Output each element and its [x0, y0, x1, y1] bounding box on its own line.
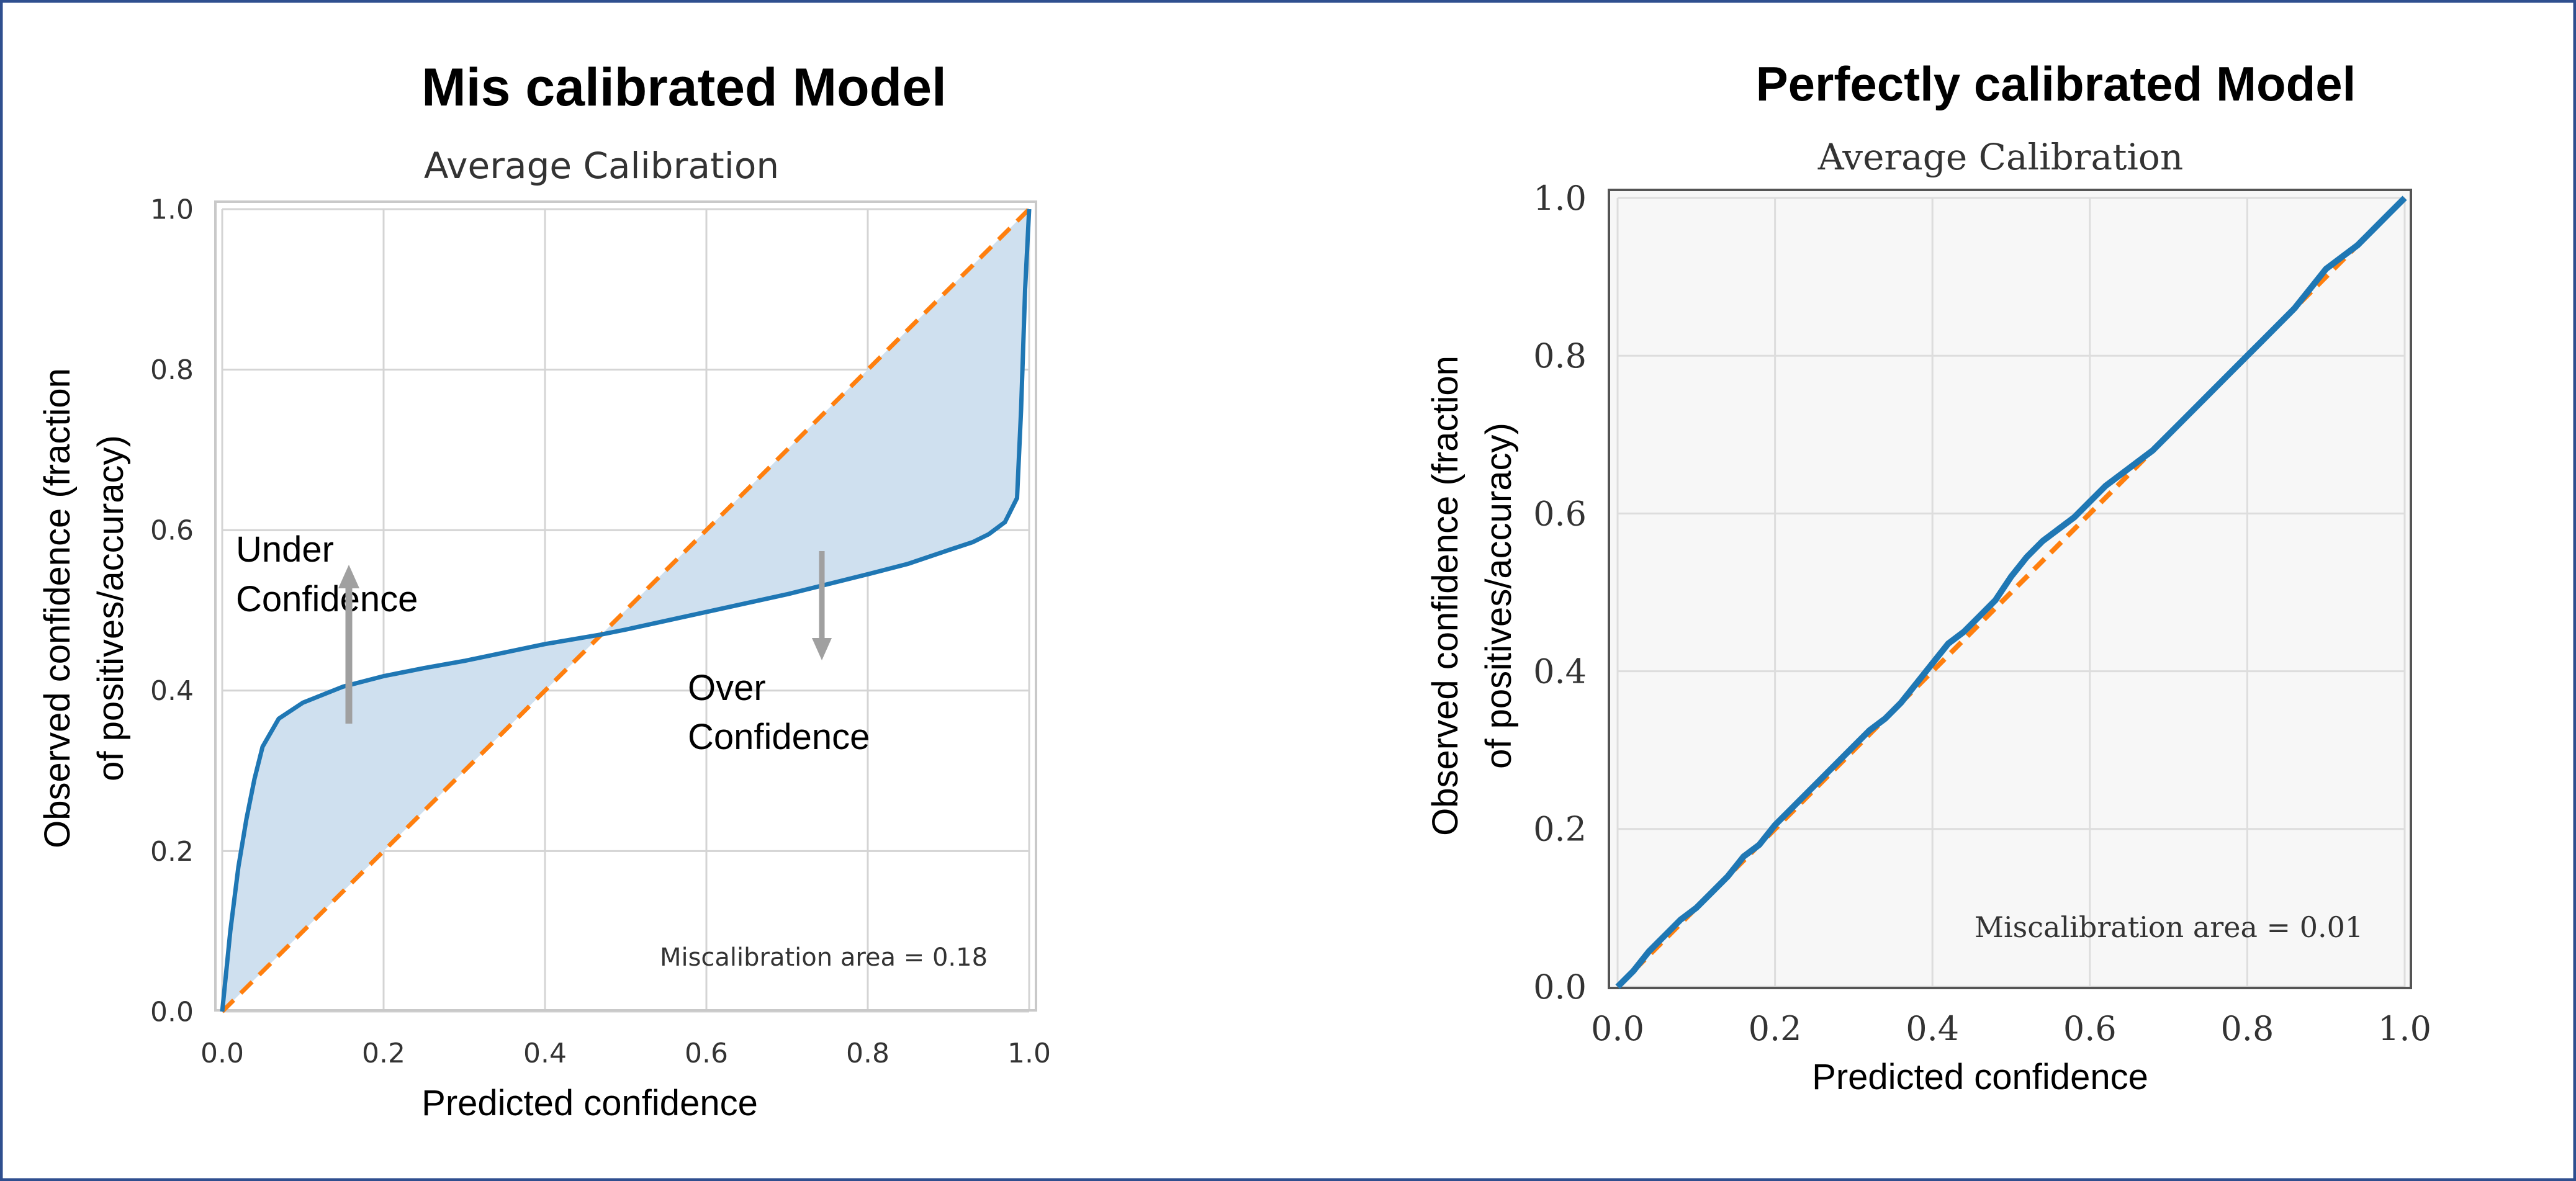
- model-calibration-curve: [1615, 195, 2407, 989]
- y-tick-label: 0.0: [1533, 968, 1587, 1007]
- x-axis-label: Predicted confidence: [1812, 1057, 2148, 1097]
- y-tick-label: 0.0: [150, 996, 194, 1028]
- x-tick-label: 0.0: [200, 1038, 244, 1069]
- left-heading: Mis calibrated Model: [421, 58, 947, 117]
- y-axis-label: Observed confidence (fraction of positiv…: [1425, 356, 1519, 836]
- y-axis-label-line-2: of positives/accuracy): [1479, 423, 1519, 769]
- miscalibration-area-label: Miscalibration area = 0.18: [660, 943, 988, 972]
- x-tick-label: 0.6: [685, 1038, 728, 1069]
- gridlines: [1616, 197, 2406, 988]
- x-tick-labels: 0.0 0.2 0.4 0.6 0.8 1.0: [1591, 1009, 2431, 1048]
- chart-title: Average Calibration: [1817, 136, 2183, 178]
- x-tick-label: 0.8: [2220, 1009, 2274, 1048]
- up-arrow-head: [338, 565, 359, 588]
- x-tick-label: 1.0: [1007, 1038, 1051, 1069]
- x-tick-label: 0.4: [523, 1038, 567, 1069]
- x-tick-labels: 0.0 0.2 0.4 0.6 0.8 1.0: [200, 1038, 1051, 1069]
- plot-frame: [1608, 189, 2412, 989]
- miscalibration-area-label: Miscalibration area = 0.01: [1975, 910, 2363, 944]
- down-arrow-head: [812, 638, 832, 660]
- y-tick-label: 1.0: [150, 194, 194, 225]
- chart-right: Average Calibration 0.0 0.2 0.4 0.6 0.8 1.0 0…: [1425, 136, 2431, 1097]
- x-tick-label: 0.6: [2063, 1009, 2117, 1048]
- chart-left: Average Calibration 0.0 0.2 0.4 0.6 0.8 1.0 0…: [37, 145, 1051, 1123]
- over-confidence-label-line-1: Over: [688, 668, 766, 708]
- over-confidence-label-line-2: Confidence: [688, 717, 870, 757]
- y-tick-label: 0.4: [150, 675, 194, 707]
- x-tick-label: 0.4: [1906, 1009, 1959, 1048]
- y-tick-labels: 0.0 0.2 0.4 0.6 0.8 1.0: [150, 194, 194, 1028]
- y-tick-labels: 0.0 0.2 0.4 0.6 0.8 1.0: [1533, 179, 1587, 1007]
- x-tick-label: 1.0: [2378, 1009, 2431, 1048]
- y-axis-label-line-1: Observed confidence (fraction: [1425, 356, 1466, 836]
- miscalibration-area-fill: [222, 209, 1029, 1012]
- chart-title: Average Calibration: [424, 145, 779, 187]
- y-tick-label: 0.6: [1533, 494, 1587, 533]
- x-tick-label: 0.8: [846, 1038, 889, 1069]
- y-tick-label: 0.2: [150, 836, 194, 868]
- x-tick-label: 0.2: [1749, 1009, 1802, 1048]
- y-tick-label: 0.8: [1533, 336, 1587, 375]
- y-tick-label: 1.0: [1533, 179, 1587, 218]
- x-tick-label: 0.0: [1591, 1009, 1644, 1048]
- y-tick-label: 0.4: [1533, 652, 1587, 691]
- y-tick-label: 0.2: [1533, 810, 1587, 849]
- y-tick-label: 0.6: [150, 515, 194, 547]
- right-heading: Perfectly calibrated Model: [1756, 56, 2356, 111]
- x-tick-label: 0.2: [362, 1038, 405, 1069]
- y-axis-label: Observed confidence (fraction of positiv…: [37, 368, 131, 848]
- ideal-calibration-line: [220, 207, 1031, 1013]
- y-axis-label-line-1: Observed confidence (fraction: [37, 368, 78, 848]
- under-confidence-label-line-1: Under: [236, 529, 334, 570]
- under-confidence-label-line-2: Confidence: [236, 579, 418, 619]
- y-axis-label-line-2: of positives/accuracy): [91, 435, 131, 781]
- x-axis-label: Predicted confidence: [421, 1083, 758, 1123]
- plot-frame: [214, 200, 1037, 1012]
- model-calibration-curve: [220, 209, 1032, 1012]
- y-tick-label: 0.8: [150, 354, 194, 386]
